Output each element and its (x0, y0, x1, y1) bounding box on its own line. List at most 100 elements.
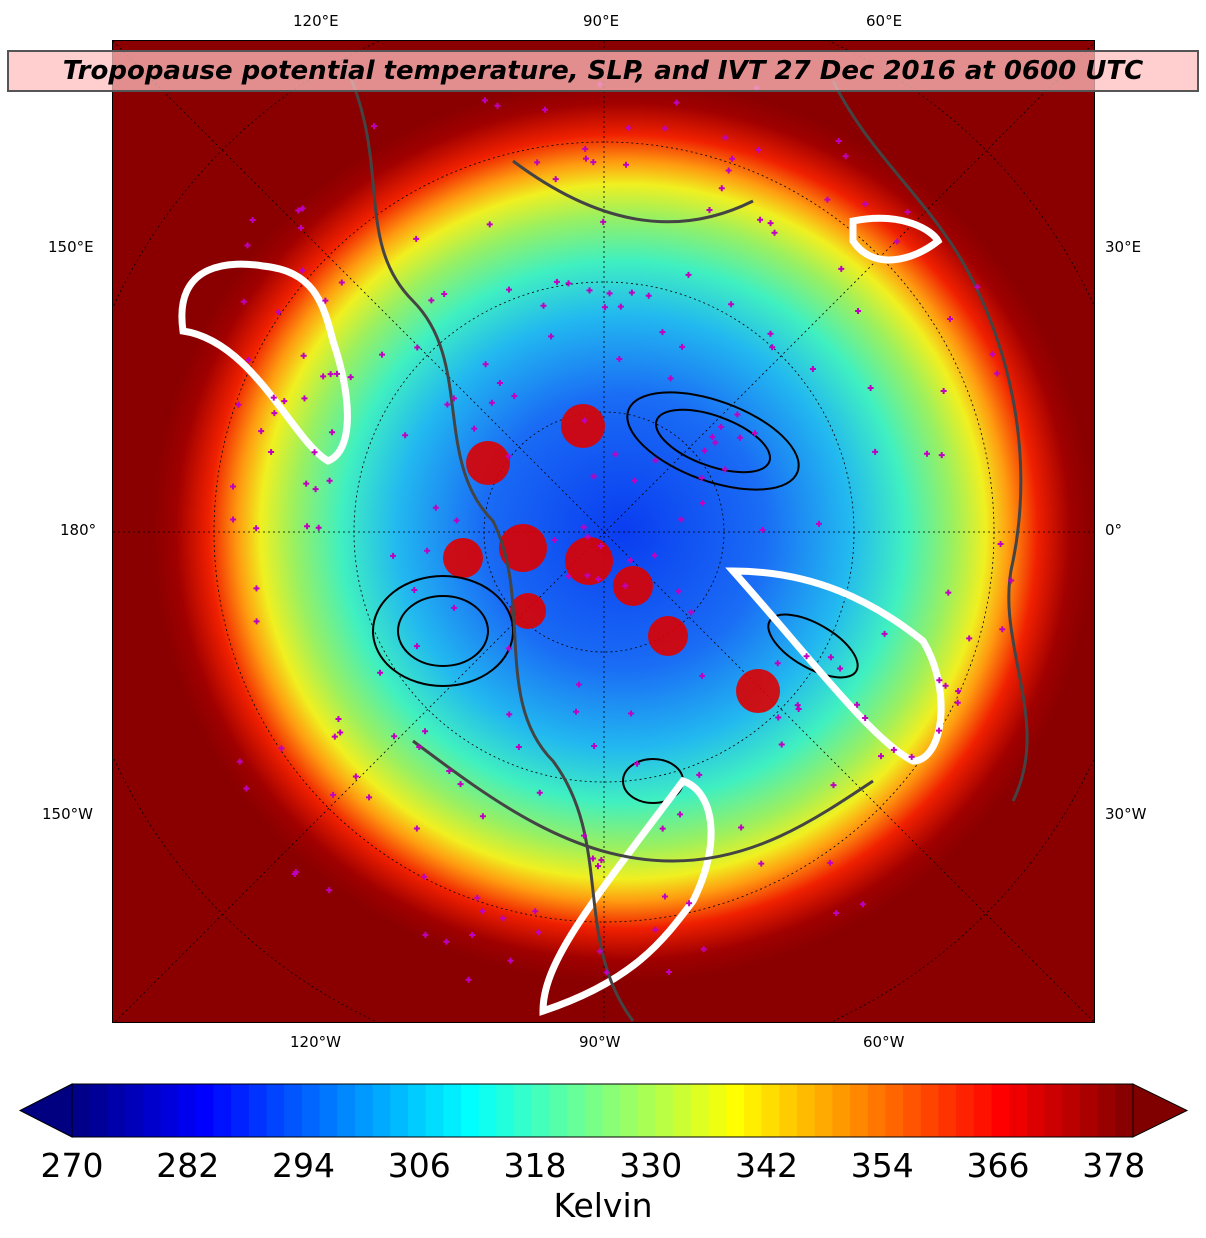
station-marker (877, 753, 884, 760)
colorbar-segment (1115, 1084, 1134, 1137)
colorbar (18, 1083, 1189, 1138)
colorbar-segment (72, 1084, 91, 1137)
station-marker (422, 728, 429, 735)
station-marker (767, 220, 774, 227)
station-marker (515, 743, 522, 750)
colorbar-segment (319, 1084, 338, 1137)
station-marker (552, 176, 559, 183)
station-marker (997, 540, 1004, 547)
lon-label-top: 120°E (293, 12, 339, 30)
station-marker (424, 547, 431, 554)
station-marker (659, 825, 666, 832)
station-marker (938, 452, 945, 459)
station-marker (540, 302, 547, 309)
station-marker (625, 124, 632, 131)
colorbar-segment (390, 1084, 409, 1137)
station-marker (441, 291, 448, 298)
station-marker (824, 196, 831, 203)
station-marker (603, 969, 610, 976)
station-marker (854, 701, 861, 708)
station-marker (830, 782, 837, 789)
station-marker (298, 224, 305, 231)
station-marker (465, 976, 472, 983)
station-marker (330, 791, 337, 798)
station-marker (428, 297, 435, 304)
station-marker (322, 297, 329, 304)
station-marker (565, 280, 572, 287)
station-marker (696, 771, 703, 778)
station-marker (271, 410, 278, 417)
lon-label-right: 30°W (1105, 805, 1147, 823)
station-marker (759, 526, 766, 533)
station-marker (767, 330, 774, 337)
lon-label-left: 150°E (48, 238, 94, 256)
colorbar-tick-label: 342 (734, 1146, 798, 1185)
colorbar-segment (549, 1084, 568, 1137)
station-marker (989, 351, 996, 358)
station-marker (534, 159, 541, 166)
colorbar-segment (1062, 1084, 1081, 1137)
station-marker (573, 708, 580, 715)
ivt-contours (178, 214, 945, 1016)
station-marker (698, 475, 705, 482)
station-marker (451, 604, 458, 611)
station-marker (281, 398, 288, 405)
station-marker (298, 267, 305, 274)
station-marker (775, 714, 782, 721)
station-marker (320, 373, 327, 380)
colorbar-segment (213, 1084, 232, 1137)
colorbar-tick-label: 330 (619, 1146, 683, 1185)
station-marker (505, 453, 512, 460)
station-marker (311, 449, 318, 456)
colorbar-segment (107, 1084, 126, 1137)
colorbar-segment (407, 1084, 427, 1137)
station-marker (940, 388, 947, 395)
station-marker (565, 573, 572, 580)
lon-label-bottom: 90°W (579, 1033, 621, 1051)
station-marker (617, 303, 624, 310)
graticule (113, 41, 1094, 1022)
station-marker (301, 395, 308, 402)
station-marker (347, 374, 354, 381)
station-marker (326, 887, 333, 894)
station-marker (827, 654, 834, 661)
station-marker (601, 304, 608, 311)
station-marker (966, 635, 973, 642)
station-marker (994, 370, 1001, 377)
station-marker (728, 301, 735, 308)
station-marker (258, 428, 265, 435)
station-marker (413, 235, 420, 242)
station-marker (453, 517, 460, 524)
colorbar-segment (1097, 1084, 1116, 1137)
station-marker (679, 343, 686, 350)
station-marker (584, 533, 591, 540)
colorbar-segment (425, 1084, 444, 1137)
station-marker (494, 102, 501, 109)
station-marker (809, 365, 816, 372)
station-marker (945, 589, 952, 596)
station-marker (706, 207, 713, 214)
colorbar-tick-label: 282 (156, 1146, 220, 1185)
station-marker (432, 504, 439, 511)
station-marker (673, 99, 680, 106)
colorbar-segment (248, 1084, 268, 1137)
station-marker (815, 520, 822, 527)
station-marker (333, 370, 340, 377)
station-marker (379, 351, 386, 358)
station-marker (253, 525, 260, 532)
station-marker (278, 745, 285, 752)
station-marker (589, 855, 596, 862)
lon-label-right: 0° (1105, 521, 1123, 539)
station-marker (757, 216, 764, 223)
station-marker (827, 859, 834, 866)
map-plot (112, 40, 1095, 1023)
station-marker (507, 957, 514, 964)
station-marker (755, 146, 762, 153)
colorbar-segment (125, 1084, 144, 1137)
station-marker (718, 185, 725, 192)
colorbar-segment (461, 1084, 480, 1137)
station-marker (774, 660, 781, 667)
colorbar-segment (284, 1084, 303, 1137)
station-marker (661, 893, 668, 900)
station-marker (677, 811, 684, 818)
